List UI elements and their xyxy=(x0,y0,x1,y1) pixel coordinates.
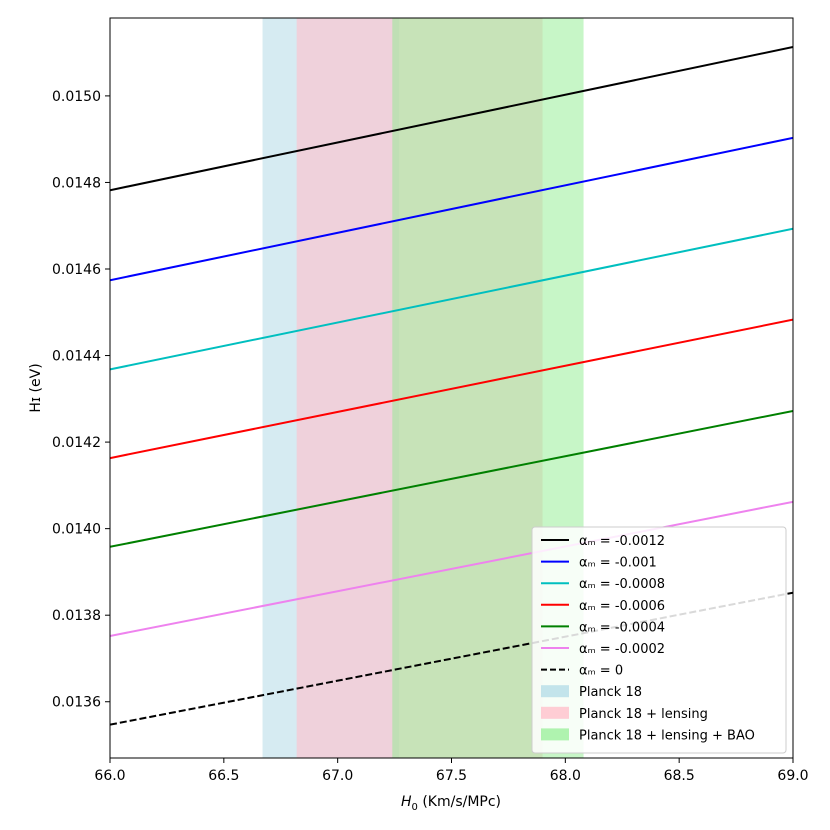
legend-band-label-1: Planck 18 + lensing xyxy=(579,707,708,722)
x-tick-label: 67.0 xyxy=(322,768,353,784)
y-tick-label: 0.0138 xyxy=(52,608,101,624)
legend-label-6: αₘ = 0 xyxy=(579,664,623,679)
legend-label-4: αₘ = -0.0004 xyxy=(579,620,665,635)
series-line-4 xyxy=(110,409,793,548)
x-axis-label: H0 (Km/s/MPc) xyxy=(401,794,501,813)
legend-band-swatch-2 xyxy=(541,728,569,741)
x-tick-label: 69.0 xyxy=(777,768,808,784)
y-axis: 0.0136 0.0138 0.0140 0.0142 0.0144 0.0146 0.01… xyxy=(52,89,110,711)
legend: αₘ = -0.0012 αₘ = -0.001 αₘ = -0.0008 αₘ = … xyxy=(531,526,787,754)
band-layer xyxy=(262,18,584,758)
legend-label-5: αₘ = -0.0002 xyxy=(579,642,665,657)
x-tick-label: 68.5 xyxy=(664,768,695,784)
x-tick-label: 66.0 xyxy=(94,768,125,784)
series-line-1 xyxy=(110,136,793,282)
legend-box xyxy=(531,526,787,754)
y-tick-label: 0.0146 xyxy=(52,262,101,278)
y-tick-label: 0.0148 xyxy=(52,175,101,191)
y-tick-label: 0.0136 xyxy=(52,695,101,711)
legend-label-3: αₘ = -0.0006 xyxy=(579,599,665,614)
legend-label-1: αₘ = -0.001 xyxy=(579,556,657,571)
legend-label-0: αₘ = -0.0012 xyxy=(579,534,665,549)
legend-band-swatch-1 xyxy=(541,706,569,719)
x-tick-label: 66.5 xyxy=(208,768,239,784)
series-line-0 xyxy=(110,46,793,192)
legend-band-label-2: Planck 18 + lensing + BAO xyxy=(579,728,755,743)
x-axis: 66.0 66.5 67.0 67.5 68.0 68.5 69.0 xyxy=(94,758,809,784)
x-tick-label: 67.5 xyxy=(436,768,467,784)
y-axis-label: Hɪ (eV) xyxy=(28,363,44,412)
legend-band-label-0: Planck 18 xyxy=(579,685,642,700)
y-tick-label: 0.0140 xyxy=(52,522,101,538)
legend-label-2: αₘ = -0.0008 xyxy=(579,577,665,592)
x-tick-label: 68.0 xyxy=(550,768,581,784)
series-line-3 xyxy=(110,318,793,460)
y-tick-label: 0.0144 xyxy=(52,349,101,365)
series-line-2 xyxy=(110,227,793,371)
series-layer xyxy=(110,46,793,726)
y-tick-label: 0.0150 xyxy=(52,89,101,105)
series-line-6 xyxy=(110,591,793,726)
legend-band-swatch-0 xyxy=(541,685,569,698)
series-line-5 xyxy=(110,500,793,637)
y-tick-label: 0.0142 xyxy=(52,435,101,451)
